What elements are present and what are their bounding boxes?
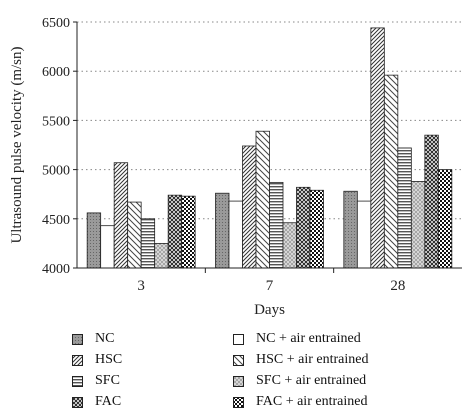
bar-fac-day-7 [296, 186, 311, 269]
bar-hsc-day-28 [370, 27, 385, 269]
axis-labels: 4000 4500 5000 5500 6000 6500 3 7 28 Days Ultrasou… [9, 16, 405, 318]
legend-label: SFC [95, 373, 120, 388]
bar-hsc-day-7 [242, 145, 257, 269]
y-tick-label: 6500 [42, 16, 70, 31]
bar-hsc-air-entrained-day-3 [127, 201, 142, 269]
legend-swatch [233, 333, 244, 345]
legend-item-nc-air-entrained: NC + air entrained [233, 330, 361, 348]
legend-item-fac: FAC [72, 393, 121, 411]
bar-sfc-day-7 [269, 181, 284, 269]
bar-chart: 4000 4500 5000 5500 6000 6500 3 7 28 Days Ultrasou… [9, 16, 462, 318]
legend-label: NC + air entrained [256, 331, 361, 346]
bar-fac-air-entrained-day-28 [437, 169, 453, 269]
legend-item-sfc: SFC [72, 372, 120, 390]
legend-item-sfc-air-entrained: SFC + air entrained [233, 372, 366, 390]
legend-swatch [72, 375, 83, 387]
x-tick-label: 28 [390, 278, 405, 294]
legend-item-hsc-air-entrained: HSC + air entrained [233, 351, 368, 369]
bar-sfc-air-entrained-day-28 [410, 181, 426, 269]
legend-swatch [233, 354, 244, 366]
bar-hsc-air-entrained-day-28 [383, 74, 399, 269]
bar-fac-day-28 [424, 134, 439, 269]
bar-sfc-air-entrained-day-7 [282, 222, 297, 269]
legend-swatch [72, 333, 83, 345]
bar-hsc-air-entrained-day-7 [255, 130, 270, 269]
y-tick-label: 4000 [42, 262, 70, 277]
legend-label: SFC + air entrained [256, 373, 367, 388]
bar-nc-day-28 [343, 190, 358, 269]
legend: NC NC + air entrained HSC HSC + air entrain… [0, 326, 474, 420]
legend-swatch [233, 396, 244, 408]
legend-item-hsc: HSC [72, 351, 122, 369]
legend-label: NC [95, 331, 115, 346]
bar-fac-air-entrained-day-7 [309, 189, 324, 269]
bar-fac-air-entrained-day-3 [181, 195, 196, 269]
bar-nc-air-entrained-day-3 [100, 225, 115, 269]
legend-item-fac-air-entrained: FAC + air entrained [233, 393, 367, 411]
axes [73, 21, 462, 273]
legend-swatch [233, 375, 244, 387]
bar-sfc-air-entrained-day-3 [154, 242, 169, 269]
x-axis-title: Days [254, 302, 285, 318]
bar-nc-air-entrained-day-7 [228, 200, 243, 269]
legend-item-nc: NC [72, 330, 114, 348]
bar-hsc-day-3 [113, 162, 129, 269]
legend-label: FAC + air entrained [256, 394, 368, 409]
y-axis-title: Ultrasound pulse velocity (m/sn) [9, 46, 25, 243]
legend-swatch [72, 354, 83, 366]
y-tick-label: 5000 [42, 164, 70, 179]
bars [86, 27, 453, 269]
y-tick-label: 5500 [42, 114, 70, 129]
bar-sfc-day-3 [140, 218, 156, 269]
bar-nc-air-entrained-day-28 [356, 200, 372, 269]
bar-nc-day-7 [215, 192, 230, 269]
bar-fac-day-3 [167, 194, 183, 269]
legend-label: FAC [95, 394, 122, 409]
bar-sfc-day-28 [397, 147, 412, 269]
legend-swatch [72, 396, 83, 408]
x-tick-label: 3 [137, 278, 145, 294]
legend-label: HSC [95, 352, 123, 367]
y-tick-label: 6000 [42, 65, 70, 80]
bar-nc-day-3 [86, 212, 102, 269]
legend-label: HSC + air entrained [256, 352, 369, 367]
x-tick-label: 7 [266, 278, 274, 294]
y-tick-label: 4500 [42, 213, 70, 228]
